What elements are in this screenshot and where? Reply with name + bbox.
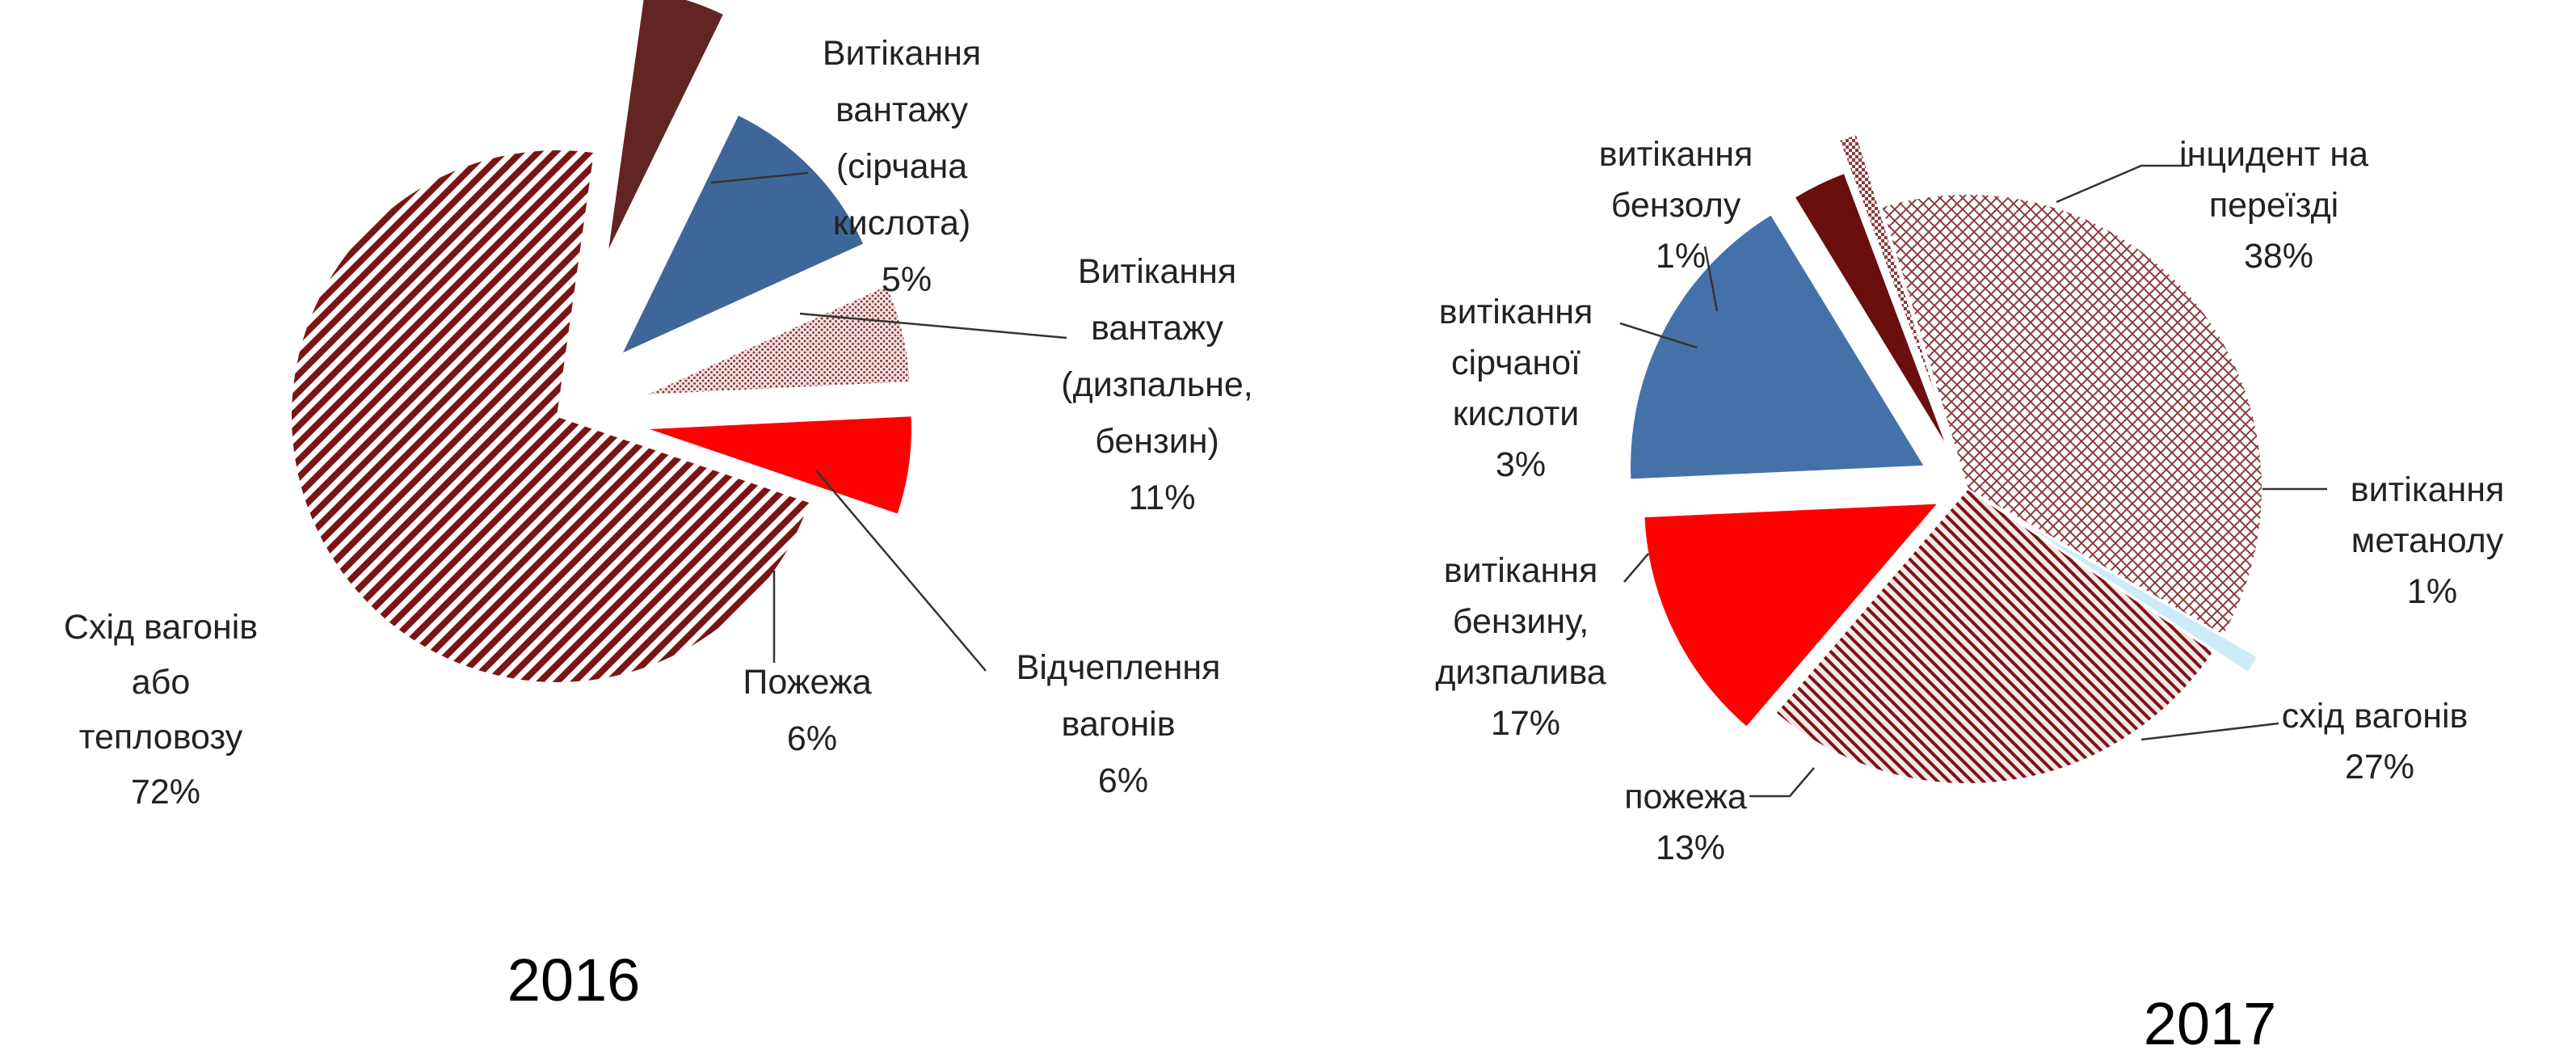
pie-slice: [1774, 487, 2216, 785]
slice-label: інцидент на переїзді 38%: [2179, 135, 2378, 276]
pie-slice: [1643, 502, 1941, 729]
leader-line: [710, 171, 809, 184]
pie-slice: [643, 284, 911, 397]
slice-label: Схід вагонів або тепловозу 72%: [64, 608, 267, 812]
leader-line: [1623, 553, 1649, 583]
slice-label: Витікання вантажу (сірчана кислота) 5%: [823, 34, 991, 299]
chart-year-title: 2016: [507, 946, 641, 1014]
slice-label: витікання сірчаної кислоти 3%: [1439, 293, 1603, 484]
pie-slice: [1837, 133, 1944, 417]
pie-slice: [645, 415, 913, 516]
slice-label: Пожежа 6%: [743, 663, 881, 758]
pie-slice: [619, 113, 865, 356]
pie-slice: [1629, 213, 1926, 481]
leader-line: [799, 312, 1067, 339]
leader-line: [1619, 322, 1698, 349]
chart-2017: інцидент на переїзді 38% витікання метан…: [1435, 133, 2515, 1054]
slice-label: пожежа 13%: [1624, 778, 1757, 867]
leader-line: [1749, 767, 1815, 798]
slice-label: Витікання вантажу (дизпальне, бензин) 11…: [1061, 252, 1262, 517]
slice-label: витікання метанолу 1%: [2351, 470, 2515, 611]
pie-slice: [2001, 509, 2259, 674]
leader-line: [2140, 722, 2279, 741]
slice-label: витікання бензолу 1%: [1599, 135, 1763, 276]
slice-label: Відчеплення вагонів 6%: [1017, 648, 1231, 800]
slice-label: витікання бензину, дизпалива 17%: [1435, 551, 1615, 743]
leader-line: [2056, 164, 2190, 204]
pie-slice: [606, 0, 726, 255]
pie-slice: [1880, 192, 2263, 637]
leader-line: [1703, 246, 1719, 312]
slice-label: схід вагонів 27%: [2282, 697, 2478, 786]
chart-2016: Витікання вантажу (сірчана кислота) 5% В…: [64, 0, 1262, 1014]
pie-slice: [1793, 171, 1949, 450]
leader-line: [815, 470, 987, 672]
chart-year-title: 2017: [2144, 990, 2277, 1054]
pie-slice: [290, 148, 811, 684]
